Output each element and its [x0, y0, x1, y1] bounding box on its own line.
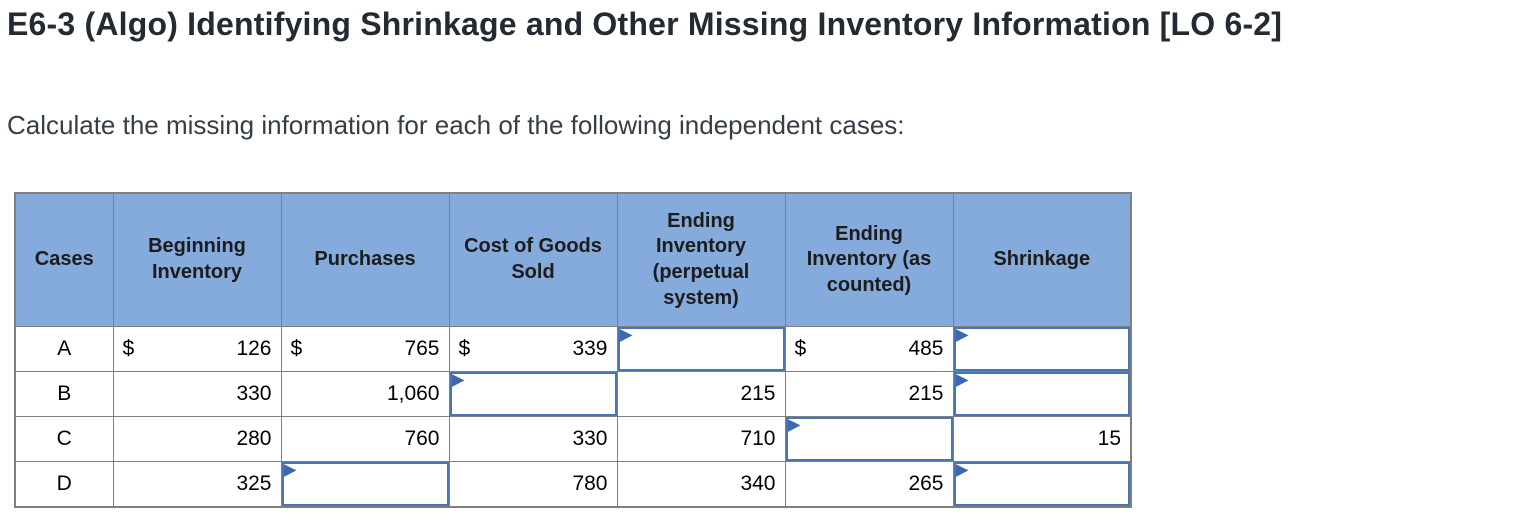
case-label: A	[57, 337, 72, 360]
cell-c-shrinkage: 15	[952, 416, 1132, 462]
cell-a-shrinkage	[952, 326, 1132, 372]
currency-symbol: $	[290, 337, 303, 360]
cell-value: 765	[404, 337, 440, 360]
cell-d-ending-inventory-counted: 265	[784, 461, 954, 508]
cell-value: 760	[404, 427, 440, 450]
column-header-cost-of-goods-sold: Cost of Goods Sold	[448, 192, 618, 327]
case-label: C	[56, 427, 72, 450]
cell-d-purchases	[280, 461, 450, 508]
page-title: E6-3 (Algo) Identifying Shrinkage and Ot…	[7, 6, 1283, 42]
cell-value: 780	[572, 472, 608, 495]
cell-value: 1,060	[386, 382, 440, 405]
answer-flag-icon	[787, 419, 801, 433]
answer-flag-icon	[955, 329, 969, 343]
cell-a-cost-of-goods-sold: $339	[448, 326, 618, 372]
cell-b-purchases: 1,060	[280, 371, 450, 417]
cell-value: 215	[908, 382, 944, 405]
answer-flag-icon	[283, 464, 297, 478]
cell-value: 265	[908, 472, 944, 495]
cell-b-case: B	[14, 371, 114, 417]
column-header-beginning-inventory: Beginning Inventory	[112, 192, 282, 327]
cell-value: 280	[236, 427, 272, 450]
table-row-case-b: B 330 1,060 215 215	[14, 371, 1132, 417]
cell-value: 330	[572, 427, 608, 450]
input-a-shrinkage[interactable]	[953, 327, 1130, 371]
cell-value: 710	[740, 427, 776, 450]
cell-d-beginning-inventory: 325	[112, 461, 282, 508]
cell-c-ending-inventory-perpetual: 710	[616, 416, 786, 462]
cell-a-ending-inventory-perpetual	[616, 326, 786, 372]
cell-value: 215	[740, 382, 776, 405]
column-header-purchases: Purchases	[280, 192, 450, 327]
cell-c-purchases: 760	[280, 416, 450, 462]
cell-d-case: D	[14, 461, 114, 508]
case-label: B	[57, 382, 72, 405]
cell-b-beginning-inventory: 330	[112, 371, 282, 417]
table-row-case-a: A $126 $765 $339 $485	[14, 326, 1132, 372]
cell-value: 15	[1097, 427, 1121, 450]
instruction-text: Calculate the missing information for ea…	[7, 110, 905, 140]
cell-c-case: C	[14, 416, 114, 462]
header-row: Cases Beginning Inventory Purchases Cost…	[14, 192, 1132, 327]
currency-symbol: $	[122, 337, 135, 360]
input-d-purchases[interactable]	[281, 462, 449, 506]
cell-c-beginning-inventory: 280	[112, 416, 282, 462]
cell-b-cost-of-goods-sold	[448, 371, 618, 417]
input-c-ending-inventory-counted[interactable]	[785, 417, 953, 461]
answer-flag-icon	[955, 374, 969, 388]
cell-value: 330	[236, 382, 272, 405]
column-header-ending-inventory-counted: Ending Inventory (as counted)	[784, 192, 954, 327]
cell-value: 339	[572, 337, 608, 360]
cell-c-cost-of-goods-sold: 330	[448, 416, 618, 462]
cell-value: 126	[236, 337, 272, 360]
case-label: D	[56, 472, 72, 495]
cell-b-shrinkage	[952, 371, 1132, 417]
input-d-shrinkage[interactable]	[953, 462, 1130, 506]
cell-d-shrinkage	[952, 461, 1132, 508]
input-b-shrinkage[interactable]	[953, 372, 1130, 416]
cell-a-purchases: $765	[280, 326, 450, 372]
cell-a-case: A	[14, 326, 114, 372]
cell-b-ending-inventory-perpetual: 215	[616, 371, 786, 417]
cell-value: 340	[740, 472, 776, 495]
cell-c-ending-inventory-counted	[784, 416, 954, 462]
answer-flag-icon	[451, 374, 465, 388]
answer-flag-icon	[955, 464, 969, 478]
cell-a-ending-inventory-counted: $485	[784, 326, 954, 372]
table-row-case-c: C 280 760 330 710 15	[14, 416, 1132, 462]
cell-value: 325	[236, 472, 272, 495]
column-header-cases: Cases	[14, 192, 114, 327]
cell-a-beginning-inventory: $126	[112, 326, 282, 372]
currency-symbol: $	[458, 337, 471, 360]
currency-symbol: $	[794, 337, 807, 360]
answer-flag-icon	[619, 329, 633, 343]
cell-d-cost-of-goods-sold: 780	[448, 461, 618, 508]
input-a-ending-inventory-perpetual[interactable]	[617, 327, 785, 371]
cell-b-ending-inventory-counted: 215	[784, 371, 954, 417]
input-b-cost-of-goods-sold[interactable]	[449, 372, 617, 416]
column-header-shrinkage: Shrinkage	[952, 192, 1132, 327]
column-header-ending-inventory-perpetual: Ending Inventory (perpetual system)	[616, 192, 786, 327]
table-row-case-d: D 325 780 340 265	[14, 461, 1132, 508]
cell-d-ending-inventory-perpetual: 340	[616, 461, 786, 508]
inventory-cases-table: Cases Beginning Inventory Purchases Cost…	[14, 192, 1132, 508]
cell-value: 485	[908, 337, 944, 360]
